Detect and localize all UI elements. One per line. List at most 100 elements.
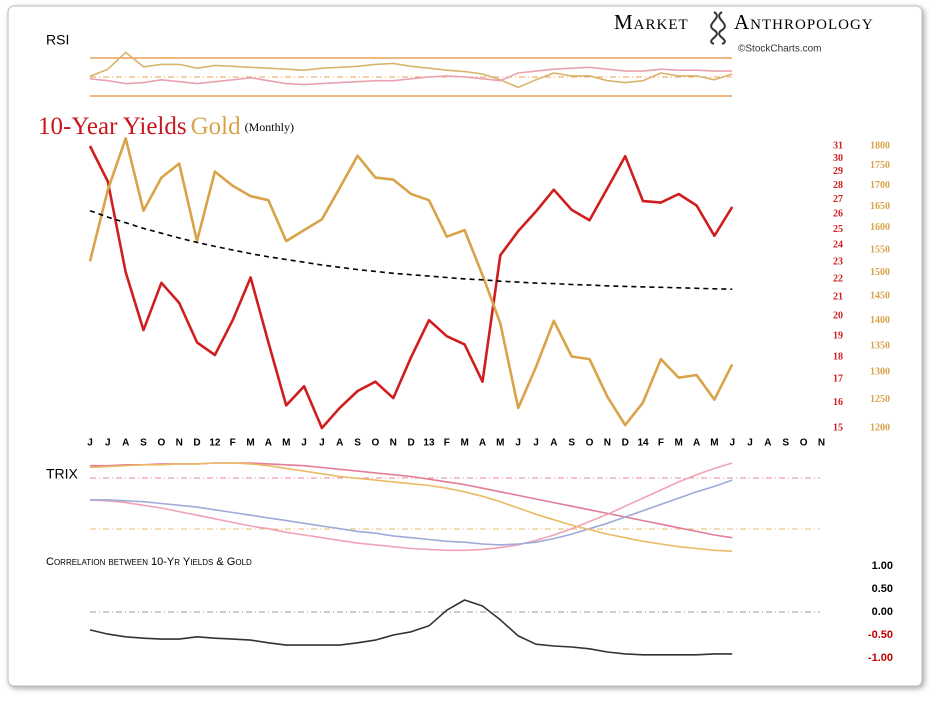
- x-tick-label: F: [230, 438, 236, 449]
- series-line: [89, 599, 733, 656]
- series-line: [89, 209, 733, 290]
- series-line: [89, 462, 733, 552]
- y-tick-label: 21: [833, 292, 843, 303]
- x-tick-label: S: [568, 438, 575, 449]
- x-tick-label: F: [658, 438, 664, 449]
- y-tick-label: 18: [833, 351, 843, 362]
- y2-tick-label: 1600: [870, 222, 890, 233]
- x-tick-label: J: [105, 438, 111, 449]
- x-tick-label: S: [782, 438, 789, 449]
- x-tick-label: M: [675, 438, 683, 449]
- y-tick-label: 30: [833, 153, 843, 164]
- y2-tick-label: 1800: [870, 140, 890, 151]
- x-tick-label: A: [122, 438, 129, 449]
- x-tick-label: S: [354, 438, 361, 449]
- y-tick-label: 17: [833, 374, 843, 385]
- x-tick-label: N: [818, 438, 825, 449]
- y-tick-label: 31: [833, 140, 843, 151]
- rsi-guides: [90, 57, 732, 97]
- x-tick-label: M: [282, 438, 290, 449]
- x-tick-label: J: [87, 438, 93, 449]
- x-tick-label: J: [301, 438, 307, 449]
- panel-title: RSI: [46, 32, 69, 48]
- series-line: [90, 479, 733, 546]
- series-line: [88, 145, 734, 430]
- x-tick-label: 13: [423, 438, 435, 449]
- x-tick-label: A: [693, 438, 700, 449]
- x-tick-label: J: [729, 438, 735, 449]
- series-line: [89, 66, 733, 86]
- y2-tick-label: 1300: [870, 367, 890, 378]
- y-tick-label: 20: [833, 311, 843, 322]
- x-tick-label: A: [764, 438, 771, 449]
- trix-guides: [90, 477, 820, 530]
- x-tick-label: D: [408, 438, 415, 449]
- x-tick-label: J: [747, 438, 753, 449]
- y-tick-label: 1.00: [872, 560, 893, 572]
- subtitle: (Monthly): [245, 120, 294, 134]
- y-tick-label: 26: [833, 209, 843, 220]
- brand: Market Anthropology ©StockCharts.com: [614, 10, 873, 55]
- x-tick-label: J: [533, 438, 539, 449]
- x-tick-label: D: [193, 438, 200, 449]
- x-tick-label: A: [336, 438, 343, 449]
- x-tick-label: M: [710, 438, 718, 449]
- y-tick-label: 25: [833, 224, 843, 235]
- x-tick-label: M: [246, 438, 254, 449]
- y-tick-label: 19: [833, 330, 843, 341]
- legend-entry: 10-Year Yields: [38, 113, 187, 140]
- x-tick-label: A: [479, 438, 486, 449]
- y-tick-label: 0.50: [872, 583, 893, 595]
- y-tick-label: 23: [833, 256, 843, 267]
- x-tick-label: N: [390, 438, 397, 449]
- x-tick-label: J: [319, 438, 325, 449]
- x-tick-label: N: [176, 438, 183, 449]
- x-tick-label: J: [515, 438, 521, 449]
- y-tick-label: -1.00: [868, 652, 893, 664]
- y2-tick-label: 1400: [870, 315, 890, 326]
- brand-word: Market: [614, 10, 689, 34]
- legend-entry: Gold: [191, 113, 242, 140]
- series-line: [89, 462, 733, 552]
- x-tick-label: 12: [209, 438, 221, 449]
- y-tick-label: 24: [833, 240, 843, 251]
- x-tick-label: F: [444, 438, 450, 449]
- brand-icon: [710, 11, 726, 45]
- x-tick-label: O: [157, 438, 165, 449]
- y-tick-label: 29: [833, 166, 843, 177]
- y2-tick-label: 1700: [870, 180, 890, 191]
- y-tick-label: 28: [833, 180, 843, 191]
- panel-title: Correlation between 10-Yr Yields & Gold: [46, 556, 252, 568]
- series-line: [88, 137, 734, 427]
- y2-tick-label: 1650: [870, 201, 890, 212]
- y2-tick-label: 1500: [870, 267, 890, 278]
- y-tick-label: 27: [833, 194, 843, 205]
- y2-tick-label: 1350: [870, 340, 890, 351]
- y2-tick-label: 1250: [870, 394, 890, 405]
- y2-tick-label: 1750: [870, 160, 890, 171]
- x-tick-label: N: [604, 438, 611, 449]
- x-tick-label: O: [800, 438, 808, 449]
- x-tick-label: M: [496, 438, 504, 449]
- panel-title: TRIX: [46, 466, 79, 482]
- y-tick-label: 16: [833, 397, 843, 408]
- x-tick-label: O: [372, 438, 380, 449]
- x-tick-label: O: [586, 438, 594, 449]
- series-line: [89, 51, 733, 89]
- x-tick-label: S: [140, 438, 147, 449]
- x-tick-label: D: [622, 438, 629, 449]
- y-tick-label: 0.00: [872, 606, 893, 618]
- y2-tick-label: 1550: [870, 244, 890, 255]
- y-tick-label: 15: [833, 422, 843, 433]
- x-tick-label: A: [265, 438, 272, 449]
- x-tick-label: A: [550, 438, 557, 449]
- x-tick-label: M: [460, 438, 468, 449]
- credit: ©StockCharts.com: [738, 44, 822, 55]
- y-tick-label: 22: [833, 274, 843, 285]
- y2-tick-label: 1200: [870, 422, 890, 433]
- y2-tick-label: 1450: [870, 291, 890, 302]
- x-tick-label: 14: [637, 438, 649, 449]
- main-title: 10-Year Yields Gold (Monthly): [38, 113, 294, 140]
- y-tick-label: -0.50: [868, 629, 893, 641]
